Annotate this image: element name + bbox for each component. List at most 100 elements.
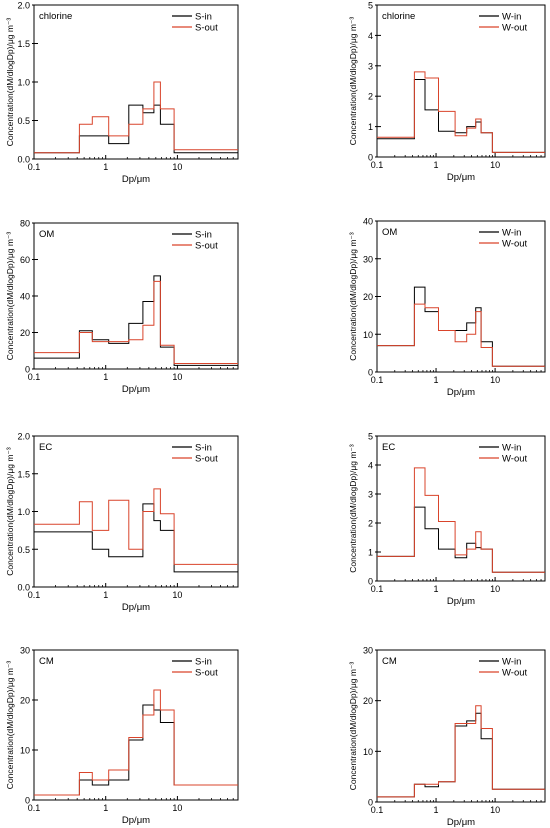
series-line-s-in	[34, 704, 238, 796]
x-tick-label: 0.1	[28, 803, 41, 813]
y-tick-label: 10	[363, 747, 373, 757]
y-tick-label: 0.5	[17, 116, 30, 126]
series-line-w-out	[377, 705, 545, 798]
legend-label: S-out	[195, 668, 218, 679]
x-axis-title: Dp/μm	[122, 815, 150, 826]
y-tick-label: 2	[368, 92, 373, 102]
series-line-s-in	[34, 503, 238, 573]
y-tick-label: 30	[20, 646, 30, 656]
x-tick-label: 10	[490, 805, 500, 815]
y-tick-label: 20	[20, 696, 30, 706]
y-tick-label: 20	[20, 328, 30, 338]
y-tick-label: 20	[363, 292, 373, 302]
series-line-w-in	[377, 506, 545, 573]
legend-label: W-out	[502, 23, 528, 34]
x-axis-title: Dp/μm	[122, 384, 150, 395]
chart-panel-7: 0 10 20 30 0.1 1 10 Dp/μm Concentration(dM/dlogD…	[5, 646, 239, 826]
panel-label: CM	[39, 656, 54, 667]
y-axis-title: Concentration(dM/dlogDp)/μg m⁻³	[5, 447, 15, 576]
y-tick-label: 5	[368, 1, 373, 11]
y-tick-label: 4	[368, 31, 373, 41]
panel-label: EC	[382, 442, 395, 453]
y-tick-label: 10	[20, 746, 30, 756]
y-tick-label: 20	[363, 696, 373, 706]
y-tick-label: 1.0	[17, 507, 30, 517]
x-tick-label: 0.1	[371, 160, 384, 170]
series-line-s-in	[34, 104, 238, 154]
x-tick-label: 10	[172, 803, 182, 813]
y-axis-title: Concentration(dM/dlogDp)/μg m⁻³	[5, 661, 15, 790]
legend-label: W-out	[502, 668, 528, 679]
legend-label: S-out	[195, 241, 218, 252]
y-tick-label: 3	[368, 61, 373, 71]
x-tick-label: 0.1	[28, 372, 41, 382]
plot-frame	[376, 435, 546, 582]
y-tick-label: 0.5	[17, 545, 30, 555]
legend-label: S-in	[195, 12, 212, 23]
x-tick-label: 1	[434, 805, 439, 815]
y-tick-label: 1.5	[17, 469, 30, 479]
y-tick-label: 4	[368, 461, 373, 471]
y-tick-label: 40	[20, 292, 30, 302]
x-tick-label: 1	[434, 160, 439, 170]
chart-panel-1: 0.0 0.5 1.0 1.5 2.0 0.1 1 10 Dp/μm Concentration(…	[5, 1, 239, 185]
chart-panel-2: 0 1 2 3 4 5 0.1 1 10 Dp/μm Concentration(dM/dlogDp…	[348, 1, 546, 183]
legend-label: W-in	[502, 12, 521, 23]
x-tick-label: 10	[490, 584, 500, 594]
y-axis-title: Concentration(dM/dlogDp)/μg m⁻³	[5, 232, 15, 361]
x-tick-label: 1	[103, 372, 108, 382]
series-line-w-out	[377, 303, 545, 367]
x-tick-label: 1	[103, 590, 108, 600]
y-tick-label: 0.0	[17, 583, 30, 593]
y-tick-label: 10	[363, 330, 373, 340]
x-axis-title: Dp/μm	[447, 172, 475, 183]
y-tick-label: 0	[368, 798, 373, 808]
x-tick-label: 0.1	[28, 590, 41, 600]
x-axis-title: Dp/μm	[122, 602, 150, 613]
x-tick-label: 10	[172, 162, 182, 172]
series-line-s-out	[34, 488, 238, 565]
series-line-w-in	[377, 712, 545, 798]
x-tick-label: 10	[490, 160, 500, 170]
y-axis-title: Concentration(dM/dlogDp)/μg m⁻³	[348, 232, 358, 361]
legend-label: S-out	[195, 23, 218, 34]
plot-frame	[376, 4, 546, 158]
legend-label: W-in	[502, 443, 521, 454]
series-line-s-out	[34, 280, 238, 364]
panel-label: EC	[39, 442, 52, 453]
chart-panel-8: 0 10 20 30 0.1 1 10 Dp/μm Concentration(dM/dlogD…	[348, 646, 546, 828]
y-tick-label: 2.0	[17, 1, 30, 11]
x-tick-label: 10	[490, 375, 500, 385]
legend-label: W-in	[502, 228, 521, 239]
chart-panel-6: 0 1 2 3 4 5 0.1 1 10 Dp/μm Concentration(dM/dlogDp…	[348, 432, 546, 607]
x-tick-label: 10	[172, 372, 182, 382]
plot-frame	[376, 649, 546, 803]
chart-panel-4: 0 10 20 30 40 0.1 1 10 Dp/μm Concentration(dM/dlo…	[348, 217, 546, 398]
series-line-w-out	[377, 71, 545, 153]
y-axis-title: Concentration(dM/dlogDp)/μg m⁻³	[348, 444, 358, 573]
y-tick-label: 0	[25, 796, 30, 806]
panel-label: chlorine	[39, 11, 72, 22]
y-tick-label: 2	[368, 519, 373, 529]
plot-frame	[33, 649, 239, 801]
y-tick-label: 2.0	[17, 432, 30, 442]
chart-panel-3: 0 20 40 60 80 0.1 1 10 Dp/μm Concentration(dM/dlo…	[5, 219, 239, 395]
series-line-s-in	[34, 275, 238, 366]
y-tick-label: 0	[25, 365, 30, 375]
y-tick-label: 1.0	[17, 78, 30, 88]
y-axis-title: Concentration(dM/dlogDp)/μg m⁻³	[348, 662, 358, 791]
y-tick-label: 40	[363, 217, 373, 227]
y-tick-label: 30	[363, 254, 373, 264]
series-line-w-in	[377, 286, 545, 367]
chart-panel-5: 0.0 0.5 1.0 1.5 2.0 0.1 1 10 Dp/μm Concentration(…	[5, 432, 239, 613]
series-line-s-out	[34, 81, 238, 154]
series-line-w-out	[377, 467, 545, 573]
legend-label: W-in	[502, 657, 521, 668]
legend-label: W-out	[502, 454, 528, 465]
panel-label: OM	[382, 227, 397, 238]
y-tick-label: 1	[368, 548, 373, 558]
y-tick-label: 60	[20, 255, 30, 265]
x-tick-label: 1	[103, 803, 108, 813]
legend-label: S-in	[195, 443, 212, 454]
